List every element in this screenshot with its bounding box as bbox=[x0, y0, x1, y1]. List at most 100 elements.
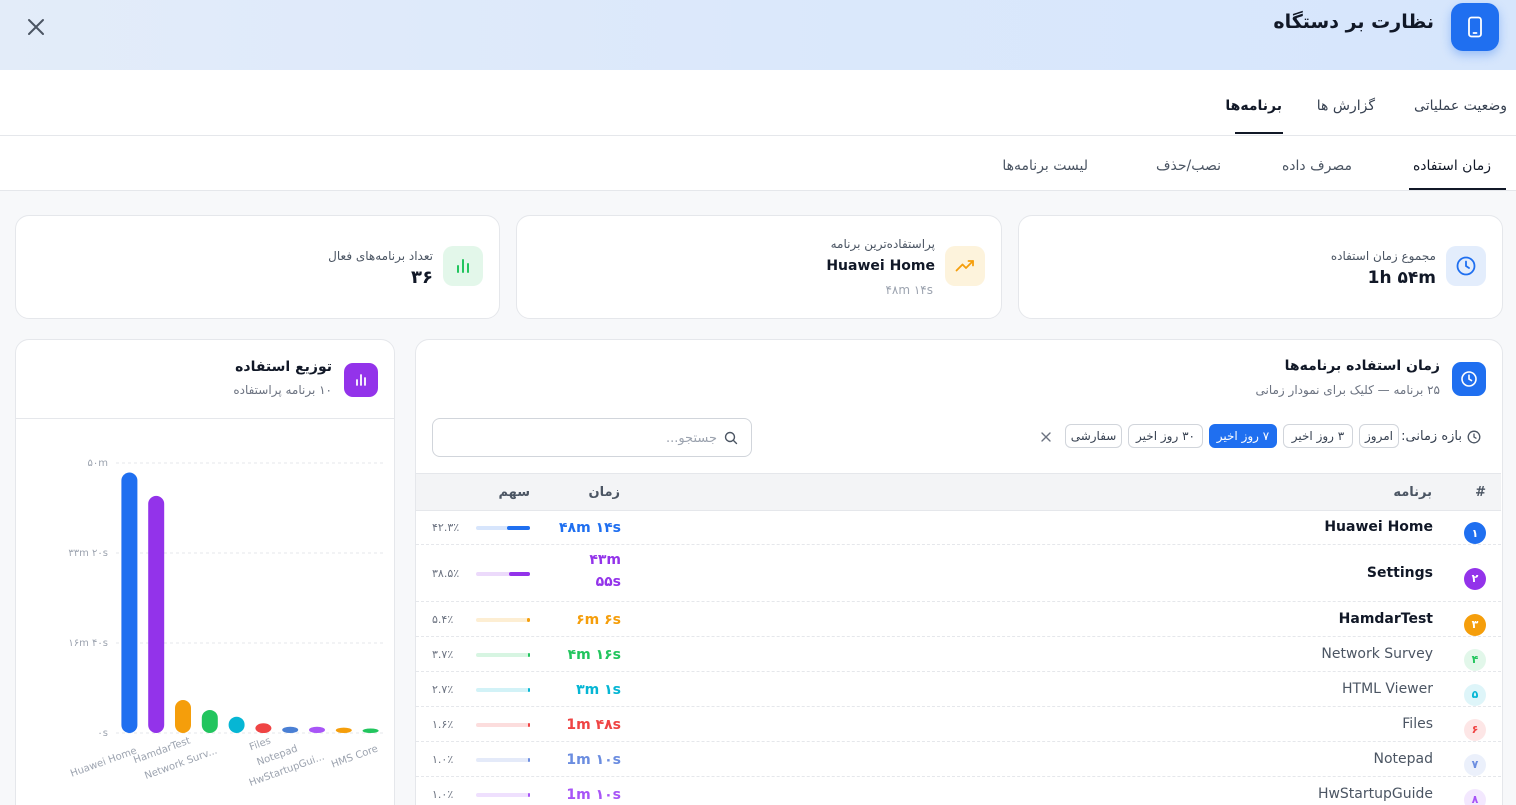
device-button[interactable] bbox=[1451, 3, 1499, 51]
row-share-bar-fill bbox=[527, 617, 530, 622]
range-custom[interactable]: سفارشی bbox=[1065, 424, 1122, 448]
bar-7[interactable] bbox=[282, 726, 299, 733]
row-share-percent: ۳.۷٪ bbox=[432, 647, 454, 661]
dialog-header: نظارت بر دستگاه bbox=[0, 0, 1516, 70]
y-tick-label: ۳۳m ۲۰s bbox=[68, 548, 108, 559]
range-label: بازه زمانی: bbox=[1401, 429, 1462, 444]
range-7-days[interactable]: ۷ روز اخیر bbox=[1209, 424, 1277, 448]
row-rank-badge: ۳ bbox=[1464, 613, 1486, 636]
row-app-name: Network Survey bbox=[1321, 645, 1433, 662]
tab-usage-time-underline bbox=[1409, 188, 1506, 190]
range-30-days[interactable]: ۳۰ روز اخیر bbox=[1128, 424, 1203, 448]
row-rank-badge: ۸ bbox=[1464, 788, 1486, 805]
row-app-name: Notepad bbox=[1373, 750, 1434, 767]
row-share-percent: ۵.۴٪ bbox=[432, 612, 454, 626]
clock-icon bbox=[1456, 256, 1476, 276]
close-icon bbox=[1041, 432, 1051, 442]
distribution-panel-title: توزیع استفاده bbox=[235, 359, 332, 375]
bar-8[interactable] bbox=[309, 726, 325, 733]
table-row[interactable]: ۷ Notepad 1m ۱۰s ۱.۰٪ bbox=[416, 742, 1501, 777]
tab-reports[interactable]: گزارش ها bbox=[1316, 98, 1375, 114]
stat-label: مجموع زمان استفاده bbox=[1330, 249, 1436, 263]
search-input[interactable] bbox=[447, 427, 717, 449]
row-share-bar-fill bbox=[509, 571, 530, 576]
col-index: # bbox=[1475, 485, 1486, 500]
row-share-bar bbox=[476, 757, 530, 762]
usage-panel: زمان استفاده برنامه‌ها ۲۵ برنامه — کلیک … bbox=[415, 339, 1503, 805]
row-app-name: Settings bbox=[1366, 564, 1433, 581]
row-time: ۴۸m ۱۴s bbox=[559, 520, 621, 536]
table-row[interactable]: ۵ HTML Viewer ۳m ۱s ۲.۷٪ bbox=[416, 672, 1501, 707]
trending-icon-box bbox=[945, 246, 985, 286]
tab-usage-time[interactable]: زمان استفاده bbox=[1412, 158, 1491, 174]
stat-most-used: پراستفاده‌ترین برنامه Huawei Home ۴۸m ۱۴… bbox=[516, 215, 1002, 319]
tab-install-uninstall[interactable]: نصب/حذف bbox=[1155, 158, 1221, 174]
clear-range-button[interactable] bbox=[1039, 429, 1053, 443]
row-app-name: Huawei Home bbox=[1324, 519, 1433, 535]
usage-panel-subtitle: ۲۵ برنامه — کلیک برای نمودار زمانی bbox=[1255, 383, 1441, 397]
bar-3[interactable] bbox=[175, 700, 191, 733]
stat-label: تعداد برنامه‌های فعال bbox=[328, 249, 433, 263]
bar-9[interactable] bbox=[335, 727, 352, 733]
range-3-days[interactable]: ۳ روز اخیر bbox=[1283, 424, 1353, 448]
main-tabs: وضعیت عملیاتی گزارش ها برنامه‌ها bbox=[0, 70, 1516, 136]
table-row[interactable]: ۱ Huawei Home ۴۸m ۱۴s ۴۲.۳٪ bbox=[416, 511, 1501, 545]
bar-5[interactable] bbox=[228, 716, 245, 733]
row-app-name: Files bbox=[1402, 715, 1433, 732]
row-share-percent: ۲.۷٪ bbox=[432, 682, 454, 696]
row-share-percent: ۱.۶٪ bbox=[432, 717, 454, 731]
stat-value: ۳۶ bbox=[411, 267, 433, 288]
bar-chart-icon bbox=[356, 374, 366, 386]
col-time[interactable]: زمان bbox=[588, 485, 620, 500]
clock-icon bbox=[1461, 371, 1477, 387]
stat-sub: ۴۸m ۱۴s bbox=[885, 283, 933, 297]
row-share-bar bbox=[476, 617, 530, 622]
tab-app-list[interactable]: لیست برنامه‌ها bbox=[1002, 158, 1088, 174]
bar-4[interactable] bbox=[201, 709, 218, 733]
table-row[interactable]: ۲ Settings ۴۳m ۵۵s ۳۸.۵٪ bbox=[416, 545, 1501, 602]
row-share-bar-fill bbox=[528, 652, 530, 657]
search-icon bbox=[724, 431, 738, 445]
clock-icon bbox=[1467, 430, 1481, 443]
row-time: 1m ۱۰s bbox=[566, 751, 621, 768]
table-row[interactable]: ۸ HwStartupGuide 1m ۱۰s ۱.۰٪ bbox=[416, 777, 1501, 805]
row-app-name: HamdarTest bbox=[1338, 610, 1433, 627]
clock-icon-box bbox=[1446, 246, 1486, 286]
table-header: # برنامه زمان سهم bbox=[416, 473, 1501, 511]
row-time: ۳m ۱s bbox=[576, 681, 621, 698]
bar-6[interactable] bbox=[255, 723, 272, 733]
row-time: ۶m ۶s bbox=[576, 611, 621, 628]
row-share-percent: ۳۸.۵٪ bbox=[432, 566, 460, 580]
range-today[interactable]: امروز bbox=[1359, 424, 1399, 448]
stat-total-time: مجموع زمان استفاده 1h ۵۴m bbox=[1018, 215, 1503, 319]
close-icon bbox=[28, 19, 44, 35]
stat-label: پراستفاده‌ترین برنامه bbox=[830, 237, 935, 251]
row-rank-badge: ۶ bbox=[1464, 718, 1486, 741]
trending-up-icon bbox=[955, 260, 974, 272]
tab-operational-status[interactable]: وضعیت عملیاتی bbox=[1414, 98, 1507, 114]
row-share-bar bbox=[476, 571, 530, 576]
row-share-percent: ۴۲.۳٪ bbox=[432, 521, 460, 534]
row-time: 1m ۴۸s bbox=[566, 716, 621, 733]
col-share[interactable]: سهم bbox=[498, 485, 530, 500]
table-row[interactable]: ۳ HamdarTest ۶m ۶s ۵.۴٪ bbox=[416, 602, 1501, 637]
usage-panel-title: زمان استفاده برنامه‌ها bbox=[1284, 358, 1440, 374]
bar-10[interactable] bbox=[362, 728, 379, 734]
tab-data-usage[interactable]: مصرف داده bbox=[1281, 158, 1352, 174]
bar-1[interactable] bbox=[121, 472, 138, 733]
bar-2[interactable] bbox=[148, 495, 165, 733]
smartphone-icon bbox=[1468, 16, 1482, 38]
close-button[interactable] bbox=[24, 15, 48, 39]
divider bbox=[16, 418, 394, 419]
col-app[interactable]: برنامه bbox=[1393, 485, 1432, 500]
tab-apps-underline bbox=[1235, 132, 1283, 134]
row-share-bar-fill bbox=[507, 526, 530, 530]
range-filter-label: بازه زمانی: bbox=[1401, 429, 1481, 444]
tab-apps[interactable]: برنامه‌ها bbox=[1225, 98, 1282, 114]
row-rank-badge: ۲ bbox=[1464, 567, 1486, 590]
usage-panel-icon bbox=[1452, 362, 1486, 396]
table-row[interactable]: ۴ Network Survey ۴m ۱۶s ۳.۷٪ bbox=[416, 637, 1501, 672]
table-row[interactable]: ۶ Files 1m ۴۸s ۱.۶٪ bbox=[416, 707, 1501, 742]
row-rank-badge: ۴ bbox=[1464, 648, 1486, 671]
